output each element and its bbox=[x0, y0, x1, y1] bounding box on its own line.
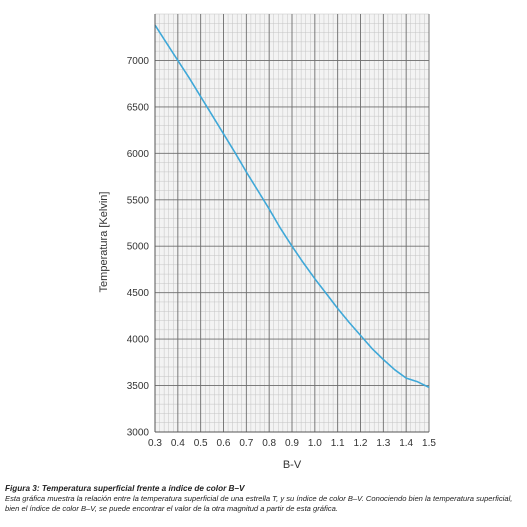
y-tick-labels: 3000 3500 4000 4500 5000 5500 6000 6500 7000 bbox=[127, 56, 150, 439]
y-axis-label: Temperatura [Kelvin] bbox=[98, 192, 110, 293]
x-tick-label: 0.4 bbox=[171, 438, 185, 449]
y-tick-label: 3000 bbox=[127, 428, 150, 439]
x-tick-label: 1.4 bbox=[399, 438, 413, 449]
y-tick-label: 6500 bbox=[127, 102, 150, 113]
y-tick-label: 6000 bbox=[127, 149, 150, 160]
x-tick-label: 0.7 bbox=[239, 438, 253, 449]
x-tick-label: 1.0 bbox=[308, 438, 322, 449]
x-tick-label: 1.2 bbox=[354, 438, 368, 449]
temperature-curve bbox=[154, 24, 430, 389]
y-tick-label: 3500 bbox=[127, 381, 150, 392]
y-tick-label: 5000 bbox=[127, 242, 150, 253]
x-tick-label: 0.3 bbox=[148, 438, 162, 449]
series-layer bbox=[154, 24, 430, 389]
figure-caption-title: Figura 3: Temperatura superficial frente… bbox=[5, 484, 245, 493]
x-tick-label: 1.5 bbox=[422, 438, 436, 449]
figure-caption-body: Esta gráfica muestra la relación entre l… bbox=[5, 494, 513, 513]
x-tick-label: 0.8 bbox=[262, 438, 276, 449]
y-tick-label: 5500 bbox=[127, 195, 150, 206]
y-tick-label: 4000 bbox=[127, 335, 150, 346]
x-tick-label: 0.5 bbox=[194, 438, 208, 449]
x-tick-label: 0.9 bbox=[285, 438, 299, 449]
y-tick-label: 4500 bbox=[127, 288, 150, 299]
x-axis-label: B-V bbox=[283, 459, 302, 471]
y-tick-label: 7000 bbox=[127, 56, 150, 67]
x-tick-label: 1.1 bbox=[331, 438, 345, 449]
x-tick-label: 1.3 bbox=[376, 438, 390, 449]
x-tick-label: 0.6 bbox=[217, 438, 231, 449]
x-tick-labels: 0.3 0.4 0.5 0.6 0.7 0.8 0.9 1.0 1.1 1.2 1.3 1.4 1.5 bbox=[148, 438, 436, 449]
temperature-vs-color-index-chart: 0.3 0.4 0.5 0.6 0.7 0.8 0.9 1.0 1.1 1.2 1.3 1.4 1.5 … bbox=[98, 13, 436, 471]
